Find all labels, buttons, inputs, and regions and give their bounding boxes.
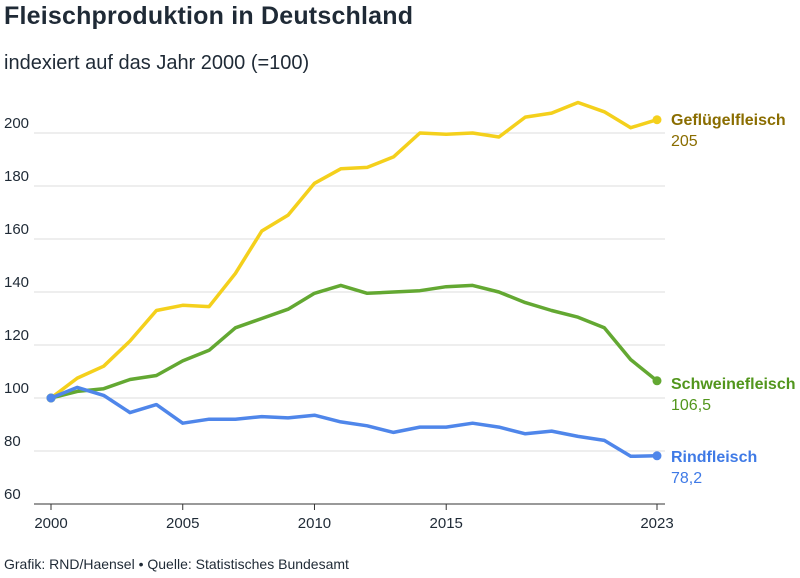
series-name-label: Rindfleisch [671,449,757,466]
y-axis: 60 80 100 120 140 160 180 200 [4,115,29,503]
series-end-point [652,115,662,125]
series-start-point [46,393,56,403]
x-axis: 2000 2005 2010 2015 2023 [34,504,674,532]
series-line-2 [49,283,659,400]
x-tick-label: 2000 [34,515,67,532]
chart-subtitle: indexiert auf das Jahr 2000 (=100) [4,52,310,74]
source-credit: Grafik: RND/Haensel • Quelle: Statistisc… [4,556,349,572]
grid-lines [34,132,665,505]
y-tick-label: 60 [4,486,21,503]
x-tick-label: 2015 [430,515,463,532]
y-tick-label: 160 [4,221,29,238]
series-line-1 [49,100,659,400]
y-tick-label: 140 [4,274,29,291]
series-lines [46,100,662,461]
series-name-label: Schweinefleisch [671,376,796,393]
series-end-point [652,376,662,386]
series-value-label: 106,5 [671,397,711,414]
y-tick-label: 100 [4,380,29,397]
series-name-label: Geflügelfleisch [671,112,786,129]
y-tick-label: 80 [4,433,21,450]
series-line-3 [49,385,659,459]
x-tick-label: 2023 [640,515,673,532]
y-tick-label: 120 [4,327,29,344]
x-tick-label: 2005 [166,515,199,532]
series-value-label: 78,2 [671,470,702,487]
x-tick-label: 2010 [298,515,331,532]
series-value-label: 205 [671,133,698,150]
chart-title: Fleischproduktion in Deutschland [4,2,414,30]
y-tick-label: 180 [4,168,29,185]
series-end-labels: Geflügelfleisch 205 Schweinefleisch 106,5 Ri… [671,112,796,487]
series-end-point [652,451,662,461]
y-tick-label: 200 [4,115,29,132]
